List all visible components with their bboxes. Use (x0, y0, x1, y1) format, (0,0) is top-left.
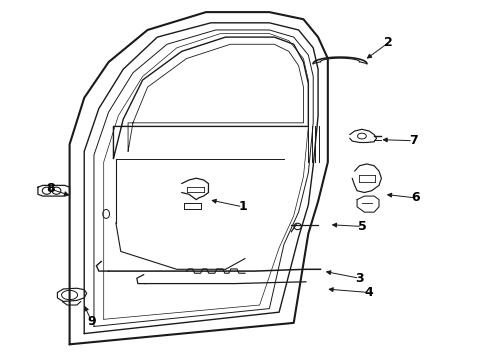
Text: 3: 3 (355, 272, 364, 285)
Text: 6: 6 (411, 192, 420, 204)
Text: 9: 9 (87, 315, 96, 328)
Text: 5: 5 (358, 220, 367, 233)
Text: 2: 2 (384, 36, 393, 49)
Text: 1: 1 (238, 200, 247, 213)
Text: 7: 7 (409, 134, 417, 147)
Text: 4: 4 (365, 286, 373, 299)
Text: 8: 8 (46, 183, 54, 195)
